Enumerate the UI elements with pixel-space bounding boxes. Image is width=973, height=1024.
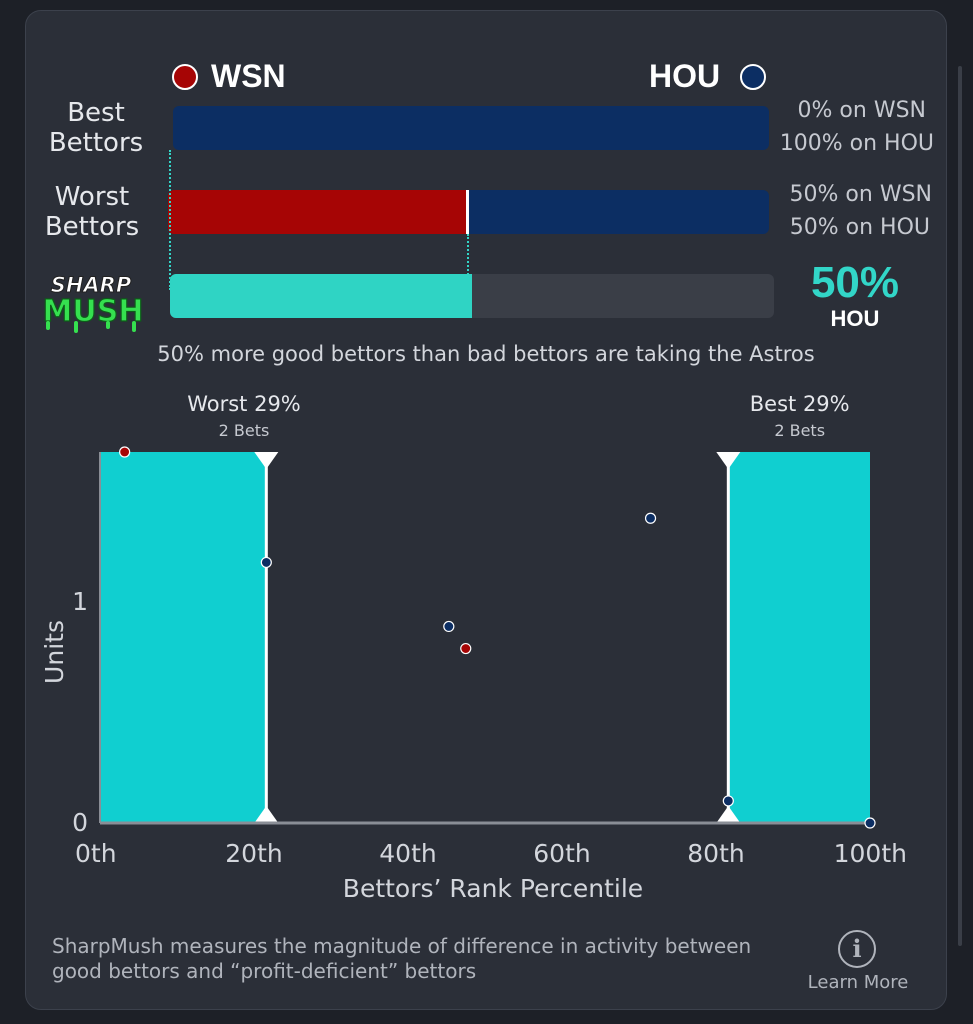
x-tick-label: 60th — [533, 839, 590, 868]
sharpmush-team: HOU — [830, 306, 880, 331]
info-icon[interactable]: i — [838, 930, 876, 968]
rank-percentile-chart: Worst 29% 2 Bets Best 29% 2 Bets 0th 20th 40th… — [40, 392, 907, 903]
best-bettors-bar — [173, 106, 769, 150]
home-team-label: HOU — [649, 58, 721, 94]
point-hou — [864, 817, 876, 829]
best-bettors-label: Best Bettors — [48, 98, 144, 158]
wsn-color-dot — [172, 64, 198, 90]
hou-color-dot — [740, 64, 766, 90]
x-tick-label: 40th — [379, 839, 436, 868]
logo-drip — [106, 321, 110, 329]
band-1 — [728, 452, 870, 823]
worst-bettors-label: Worst Bettors — [44, 182, 140, 242]
learn-more-link[interactable]: Learn More — [807, 972, 909, 993]
away-team-label: WSN — [211, 58, 286, 94]
x-tick-label: 0th — [75, 839, 117, 868]
best-away-pct: 0% on WSN — [797, 98, 926, 123]
band-0 — [100, 452, 267, 823]
x-tick-label: 100th — [834, 839, 907, 868]
worst-away-pct: 50% on WSN — [789, 182, 932, 207]
y-tick-label: 1 — [72, 587, 88, 616]
point-hou — [443, 620, 455, 633]
logo-text-sharp: SHARP — [51, 273, 132, 297]
x-tick-label: 80th — [687, 839, 744, 868]
band-title-0: Worst 29% — [187, 392, 301, 416]
footer-description: SharpMush measures the magnitude of diff… — [52, 934, 752, 983]
point-hou — [722, 795, 734, 807]
worst-bettors-away-fill — [168, 190, 469, 234]
band-subtitle-1: 2 Bets — [774, 421, 825, 440]
point-hou — [644, 512, 657, 524]
band-subtitle-0: 2 Bets — [219, 421, 270, 440]
point-wsn — [460, 642, 472, 655]
divider-handle-bottom-0 — [254, 806, 279, 823]
summary-text: 50% more good bettors than bad bettors a… — [157, 342, 815, 366]
connector-line-mid — [467, 234, 469, 290]
divider-handle-top-1 — [716, 452, 741, 469]
divider-handle-top-0 — [254, 452, 279, 469]
x-axis-label: Bettors’ Rank Percentile — [343, 874, 643, 903]
sharpmush-logo: SHARP MUSH — [42, 273, 144, 333]
worst-home-pct: 50% on HOU — [789, 215, 930, 240]
y-axis-label: Units — [40, 620, 69, 684]
logo-drip — [46, 321, 50, 330]
scrollbar[interactable] — [958, 66, 962, 946]
y-tick-label: 0 — [72, 808, 88, 837]
logo-drip — [74, 321, 78, 333]
x-tick-label: 20th — [225, 839, 282, 868]
logo-drip — [132, 321, 136, 332]
worst-bettors-bar — [168, 190, 769, 234]
divider-handle-bottom-1 — [716, 806, 741, 823]
logo-text-mush: MUSH — [43, 294, 144, 329]
best-home-pct: 100% on HOU — [779, 131, 934, 156]
sharpmush-bar-fill — [170, 274, 472, 318]
point-wsn — [119, 446, 131, 458]
band-title-1: Best 29% — [750, 392, 850, 416]
sharpmush-value: 50% — [810, 258, 900, 307]
point-hou — [260, 556, 272, 569]
connector-line-left — [169, 150, 171, 290]
sharpmush-bar — [170, 274, 774, 318]
